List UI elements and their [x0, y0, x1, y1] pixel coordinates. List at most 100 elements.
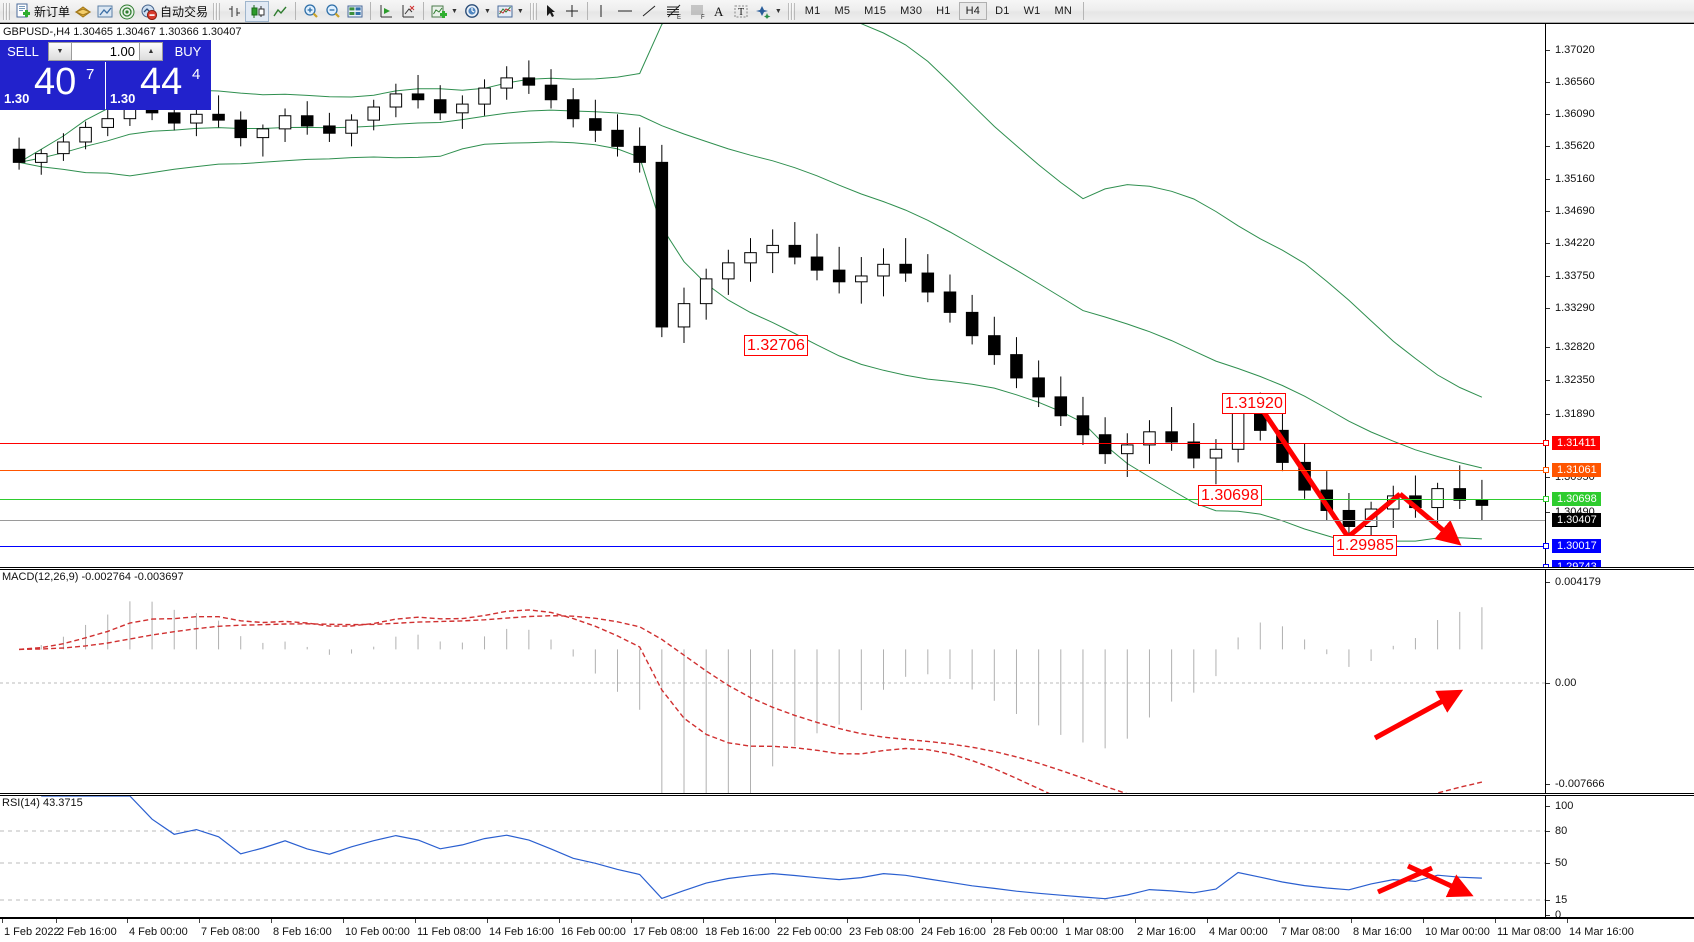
time-axis[interactable]: 1 Feb 2022 2 Feb 16:00 4 Feb 00:00 7 Feb 08… — [0, 918, 1694, 942]
equidistant-channel-button[interactable]: F — [685, 1, 709, 22]
toolbar-grip-3[interactable] — [529, 2, 537, 20]
indicators-dropdown-caret[interactable]: ▼ — [451, 7, 458, 15]
signals-button[interactable] — [116, 1, 138, 22]
time-tick-label: 11 Mar 08:00 — [1497, 926, 1562, 938]
timeframe-m5[interactable]: M5 — [834, 5, 851, 17]
macd-axis[interactable]: 0.004179 0.00 -0.007666 — [1545, 570, 1694, 793]
price-tick-label: 1.36090 — [1555, 108, 1595, 120]
annotation-131920[interactable]: 1.31920 — [1222, 393, 1286, 414]
period-clock-button[interactable] — [461, 1, 483, 22]
time-tick-label: 10 Mar 00:00 — [1425, 926, 1490, 938]
auto-trading-button[interactable]: 自动交易 — [138, 1, 210, 22]
forecast-arrows[interactable] — [0, 24, 1545, 567]
price-line-130017[interactable] — [0, 546, 1545, 547]
indicators-add-button[interactable] — [428, 1, 450, 22]
annotation-129985[interactable]: 1.29985 — [1333, 535, 1397, 556]
indicators-add-icon — [431, 5, 448, 18]
timeframe-m1[interactable]: M1 — [804, 5, 821, 17]
text-button[interactable]: A — [709, 1, 730, 22]
templates-dropdown-caret[interactable]: ▼ — [516, 7, 524, 15]
toolbar-grip-4[interactable] — [787, 2, 795, 20]
templates-button[interactable] — [494, 1, 516, 22]
macd-pane[interactable]: MACD(12,26,9) -0.002764 -0.003697 0.0041… — [0, 569, 1694, 794]
annotation-130698[interactable]: 1.30698 — [1198, 485, 1262, 506]
horizontal-line-button[interactable] — [613, 1, 637, 22]
shapes-button[interactable] — [752, 1, 774, 22]
shapes-dropdown-caret[interactable]: ▼ — [774, 7, 782, 15]
price-level-chip-130017[interactable]: 1.30017 — [1552, 539, 1601, 553]
toolbar-grip[interactable] — [3, 2, 10, 20]
vertical-line-button[interactable] — [592, 1, 613, 22]
candlestick-chart-button[interactable] — [245, 0, 270, 22]
price-level-chip-129743[interactable]: 1.29743 — [1552, 560, 1601, 567]
timeframe-m15[interactable]: M15 — [864, 5, 887, 17]
rsi-pane[interactable]: RSI(14) 43.3715 100 80 50 15 0 — [0, 795, 1694, 918]
chart-shift-button[interactable] — [344, 1, 366, 22]
annotation-132706[interactable]: 1.32706 — [744, 335, 808, 356]
rsi-tick — [1546, 863, 1550, 864]
svg-text:A: A — [714, 4, 724, 19]
rsi-axis[interactable]: 100 80 50 15 0 — [1545, 796, 1694, 917]
buy-label[interactable]: BUY — [165, 40, 211, 62]
chart-area[interactable]: 1.32706 1.31920 1.30698 1.29985 GBPUSD-,… — [0, 23, 1694, 942]
toolbar-separator-5 — [1082, 2, 1084, 20]
price-line-131061[interactable] — [0, 470, 1545, 471]
price-level-handle[interactable] — [1543, 467, 1549, 473]
timeframe-mn[interactable]: MN — [1054, 5, 1072, 17]
line-chart-icon — [273, 6, 287, 16]
time-tick-label: 7 Feb 08:00 — [201, 926, 260, 938]
price-level-chip-131061[interactable]: 1.31061 — [1552, 463, 1601, 477]
price-level-chip-130407[interactable]: 1.30407 — [1552, 513, 1601, 527]
bar-chart-button[interactable] — [223, 1, 245, 22]
price-level-handle[interactable] — [1543, 440, 1549, 446]
volume-control[interactable]: ▼ 1.00 ▲ — [46, 40, 165, 62]
price-line-130698[interactable] — [0, 499, 1545, 500]
crosshair-grid-button[interactable] — [397, 1, 419, 22]
timeframe-m30[interactable]: M30 — [900, 5, 923, 17]
time-tick — [559, 919, 560, 923]
volume-decrement-button[interactable]: ▼ — [48, 41, 72, 61]
timeframe-h4[interactable]: H4 — [958, 2, 988, 20]
symbol-ohlc-line: GBPUSD-,H4 1.30465 1.30467 1.30366 1.304… — [3, 26, 242, 38]
timeframe-h1[interactable]: H1 — [936, 5, 951, 17]
line-chart-button[interactable] — [269, 1, 291, 22]
zoom-in-button[interactable] — [300, 1, 322, 22]
period-dropdown-caret[interactable]: ▼ — [483, 7, 491, 15]
rsi-plot[interactable] — [0, 796, 1545, 917]
price-tick-label: 1.32350 — [1555, 374, 1595, 386]
price-level-handle[interactable] — [1543, 543, 1549, 549]
price-level-chip-131411[interactable]: 1.31411 — [1552, 436, 1600, 450]
crosshair-button[interactable] — [561, 1, 583, 22]
price-line-131411[interactable] — [0, 443, 1545, 444]
sell-price-button[interactable]: 1.30 40 7 — [0, 61, 105, 110]
volume-input[interactable]: 1.00 — [72, 41, 139, 61]
price-axis[interactable]: 1.37020 1.36560 1.36090 1.35620 1.35160 1.346… — [1543, 24, 1694, 567]
price-level-handle[interactable] — [1543, 496, 1549, 502]
price-level-handle[interactable] — [1543, 564, 1549, 567]
auto-scroll-button[interactable] — [375, 1, 397, 22]
macd-plot[interactable] — [0, 570, 1545, 793]
time-tick — [1351, 919, 1352, 923]
buy-price-button[interactable]: 1.30 44 4 — [106, 61, 211, 110]
sell-label[interactable]: SELL — [0, 40, 46, 62]
timeframe-d1[interactable]: D1 — [995, 5, 1010, 17]
one-click-trading-panel[interactable]: SELL ▼ 1.00 ▲ BUY 1.30 40 7 1.30 — [0, 40, 211, 110]
fibonacci-button[interactable]: E — [661, 1, 685, 22]
trendline-button[interactable] — [637, 1, 661, 22]
price-plot[interactable]: 1.32706 1.31920 1.30698 1.29985 — [0, 24, 1545, 567]
volume-increment-button[interactable]: ▲ — [139, 41, 163, 61]
data-window-button[interactable] — [94, 1, 116, 22]
cursor-button[interactable] — [540, 1, 561, 22]
rsi-forecast-arrow[interactable] — [0, 796, 1545, 917]
text-label-button[interactable]: T — [730, 1, 752, 22]
expert-advisors-button[interactable] — [72, 1, 94, 22]
timeframe-w1[interactable]: W1 — [1023, 5, 1041, 17]
zoom-out-button[interactable] — [322, 1, 344, 22]
toolbar-grip-2[interactable] — [213, 2, 221, 20]
price-pane[interactable]: 1.32706 1.31920 1.30698 1.29985 GBPUSD-,… — [0, 24, 1694, 568]
new-order-button[interactable]: 新订单 — [13, 1, 72, 22]
macd-tick-label: 0.00 — [1555, 677, 1577, 689]
macd-forecast-arrow[interactable] — [0, 570, 1545, 793]
price-line-130407[interactable] — [0, 520, 1545, 521]
price-level-chip-130698[interactable]: 1.30698 — [1552, 492, 1601, 506]
